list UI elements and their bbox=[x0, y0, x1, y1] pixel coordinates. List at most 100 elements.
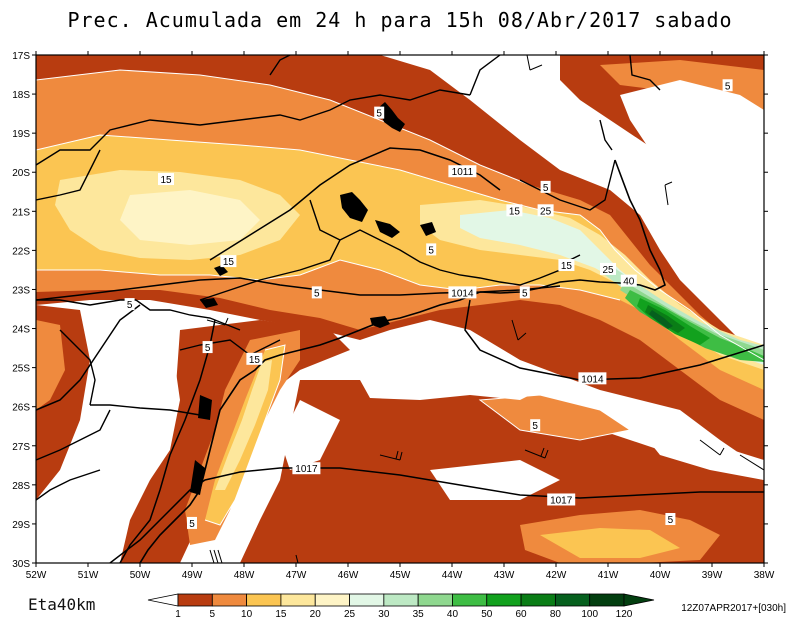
lat-tick-label: 21S bbox=[12, 207, 30, 218]
contour-label-layer: 5 15 1011 5 15 25 5 15 15 25 40 5 1014 5 5 5 15 1014 5 1017… bbox=[124, 79, 733, 530]
contour-label: 15 bbox=[160, 175, 172, 186]
lon-tick-label: 41W bbox=[598, 570, 619, 581]
contour-label: 5 bbox=[314, 288, 320, 299]
lat-tick-label: 22S bbox=[12, 246, 30, 257]
contour-label-bg bbox=[124, 298, 135, 311]
no-rain-patch-south2 bbox=[280, 400, 340, 470]
contour-label: 25 bbox=[540, 206, 552, 217]
precip-fields bbox=[36, 55, 764, 563]
contour-label-bg bbox=[220, 255, 237, 268]
state-boundaries bbox=[36, 55, 661, 501]
precip-contour-lines bbox=[36, 69, 764, 526]
coastline bbox=[139, 159, 666, 563]
lat-tick-label: 25S bbox=[12, 364, 30, 375]
legend-swatch bbox=[280, 593, 316, 607]
legend-level-label: 5 bbox=[210, 609, 216, 618]
contour-label-bg bbox=[187, 516, 197, 529]
contour-label: 1014 bbox=[451, 288, 474, 299]
lon-tick-label: 50W bbox=[130, 570, 151, 581]
contour-label: 5 bbox=[725, 81, 731, 92]
legend-swatch bbox=[589, 593, 625, 607]
lon-tick-label: 49W bbox=[182, 570, 203, 581]
contour-label-bg bbox=[448, 286, 477, 299]
no-rain-patch-se bbox=[640, 430, 764, 480]
lon-tick-label: 43W bbox=[494, 570, 515, 581]
no-rain-patch-s3 bbox=[430, 460, 560, 500]
lat-tick-label: 30S bbox=[12, 559, 30, 570]
contour-label-bg bbox=[620, 274, 637, 287]
no-rain-patch-sw bbox=[80, 320, 180, 500]
lon-tick-label: 39W bbox=[702, 570, 723, 581]
contour-label-bg bbox=[311, 286, 322, 299]
legend-swatch bbox=[147, 593, 179, 607]
contour-label: 25 bbox=[602, 265, 614, 276]
precip-100mm bbox=[649, 310, 673, 329]
lon-tick-label: 46W bbox=[338, 570, 359, 581]
contour-label-bg bbox=[292, 462, 321, 475]
contour-label: 5 bbox=[428, 245, 434, 256]
lat-tick-label: 18S bbox=[12, 90, 30, 101]
contour-label-bg bbox=[426, 243, 437, 256]
contour-label-bg bbox=[506, 204, 523, 217]
contour-label-bg bbox=[558, 259, 575, 272]
legend-swatch bbox=[246, 593, 282, 607]
contour-label-bg bbox=[374, 106, 385, 119]
lon-tick-label: 44W bbox=[442, 570, 463, 581]
lat-tick-label: 26S bbox=[12, 403, 30, 414]
precip-40mm bbox=[620, 282, 764, 360]
lat-tick-label: 19S bbox=[12, 129, 30, 140]
contour-label: 5 bbox=[543, 183, 549, 194]
lon-tick-label: 47W bbox=[286, 570, 307, 581]
lon-tick-label: 51W bbox=[78, 570, 99, 581]
contour-label: 15 bbox=[223, 257, 235, 268]
contour-label-bg bbox=[448, 165, 477, 178]
contour-label: 15 bbox=[509, 206, 521, 217]
precip-15mm-sw bbox=[540, 528, 680, 558]
legend-level-label: 40 bbox=[447, 609, 459, 618]
contour-label-bg bbox=[722, 79, 733, 92]
latitude-axis: 17S 18S 19S 20S 21S 22S 23S 24S 25S 26S 27S 28S 29S 3… bbox=[12, 51, 768, 570]
precip-20mm-south bbox=[215, 360, 272, 490]
precip-color-legend: 1 5 10 15 20 25 30 35 40 50 60 80 100 120 bbox=[147, 593, 655, 618]
precip-10mm-w bbox=[36, 320, 65, 410]
contour-label-bg bbox=[578, 372, 607, 385]
no-rain-patch-south bbox=[360, 370, 540, 400]
contour-label-bg bbox=[202, 341, 213, 354]
legend-level-label: 30 bbox=[378, 609, 390, 618]
legend-level-label: 20 bbox=[310, 609, 322, 618]
contour-label: 1017 bbox=[550, 495, 573, 506]
reservoirs bbox=[190, 102, 436, 495]
legend-level-label: 15 bbox=[275, 609, 287, 618]
lat-tick-label: 28S bbox=[12, 481, 30, 492]
contour-label-bg bbox=[540, 180, 551, 193]
legend-swatch bbox=[383, 593, 419, 607]
contour-label-bg bbox=[537, 204, 554, 217]
map-title: Prec. Acumulada em 24 h para 15h 08/Abr/… bbox=[67, 8, 733, 32]
legend-swatch bbox=[554, 593, 591, 607]
lat-tick-label: 23S bbox=[12, 285, 30, 296]
legend-swatch bbox=[314, 593, 350, 607]
legend-level-label: 100 bbox=[581, 609, 598, 618]
precip-10mm-se bbox=[480, 395, 630, 440]
legend-level-label: 35 bbox=[413, 609, 425, 618]
wind-barbs bbox=[206, 55, 764, 563]
contour-label: 5 bbox=[522, 288, 528, 299]
model-label: Eta40km bbox=[28, 595, 96, 614]
legend-swatch bbox=[486, 593, 522, 607]
contour-label-bg bbox=[519, 286, 530, 299]
contour-label-bg bbox=[665, 513, 676, 526]
contour-label: 15 bbox=[561, 261, 573, 272]
legend-swatch bbox=[417, 593, 453, 607]
lat-tick-label: 27S bbox=[12, 442, 30, 453]
lon-tick-label: 38W bbox=[754, 570, 775, 581]
lon-tick-label: 52W bbox=[26, 570, 47, 581]
contour-label: 1014 bbox=[581, 374, 604, 385]
run-info: 12Z07APR2017+[030h] bbox=[681, 603, 786, 614]
legend-level-label: 50 bbox=[481, 609, 493, 618]
lat-tick-label: 24S bbox=[12, 325, 30, 336]
legend-level-label: 80 bbox=[550, 609, 562, 618]
contour-label: 15 bbox=[249, 355, 261, 366]
lon-tick-label: 45W bbox=[390, 570, 411, 581]
legend-swatch bbox=[177, 593, 213, 607]
contour-label: 5 bbox=[668, 515, 674, 526]
